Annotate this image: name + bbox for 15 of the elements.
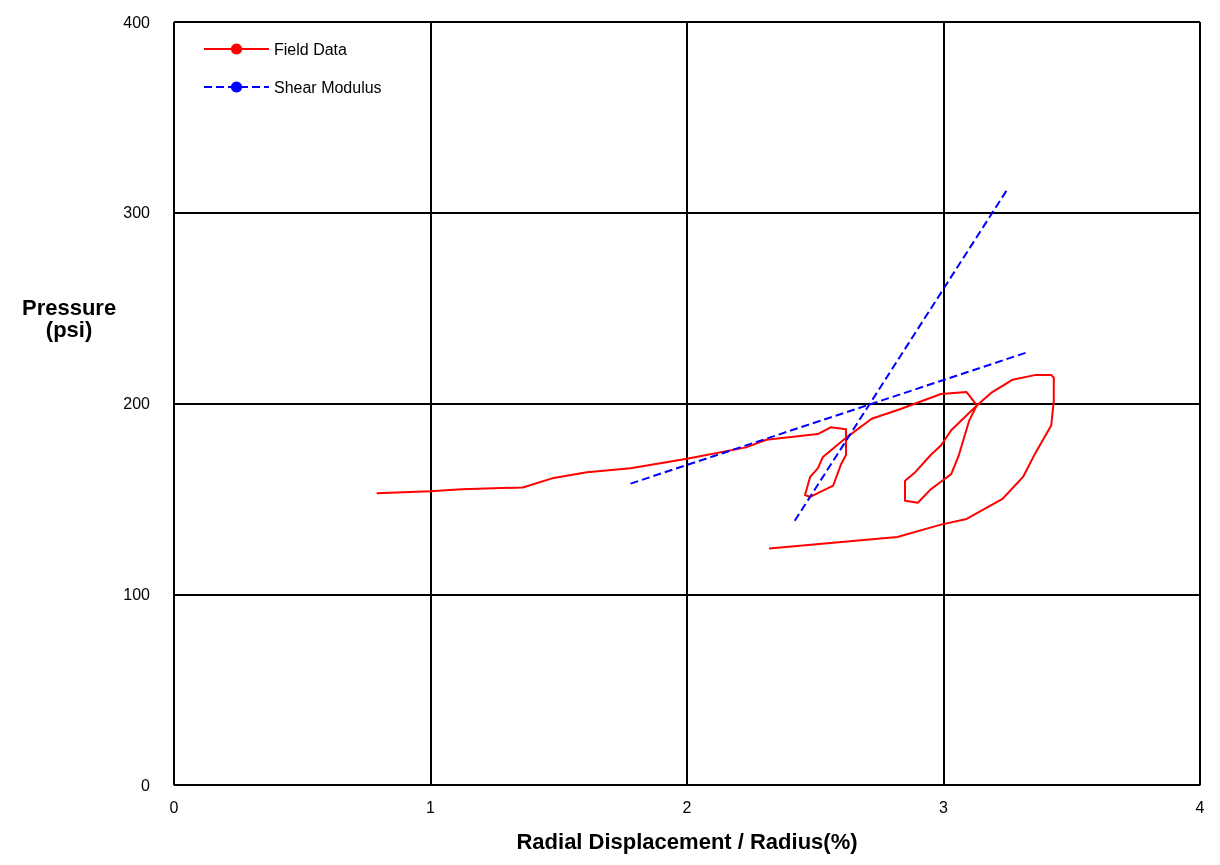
x-tick-label: 0 — [169, 798, 179, 816]
y-tick-label: 200 — [123, 395, 151, 412]
y-tick-label: 0 — [141, 776, 151, 794]
x-tick-label: 3 — [939, 798, 949, 816]
x-tick-label: 4 — [1195, 798, 1205, 816]
y-tick-label: 300 — [123, 204, 151, 222]
x-tick-label: 1 — [426, 798, 436, 816]
y-tick-label: 100 — [123, 585, 151, 603]
legend-label: Shear Modulus — [274, 78, 382, 96]
y-axis-title: Pressure (psi) — [21, 294, 117, 342]
x-axis-title: Radial Displacement / Radius(%) — [516, 828, 858, 854]
legend-label: Field Data — [274, 40, 348, 58]
y-tick-label: 400 — [123, 13, 151, 31]
x-tick-label: 2 — [682, 798, 692, 816]
line-series — [375, 373, 1055, 550]
